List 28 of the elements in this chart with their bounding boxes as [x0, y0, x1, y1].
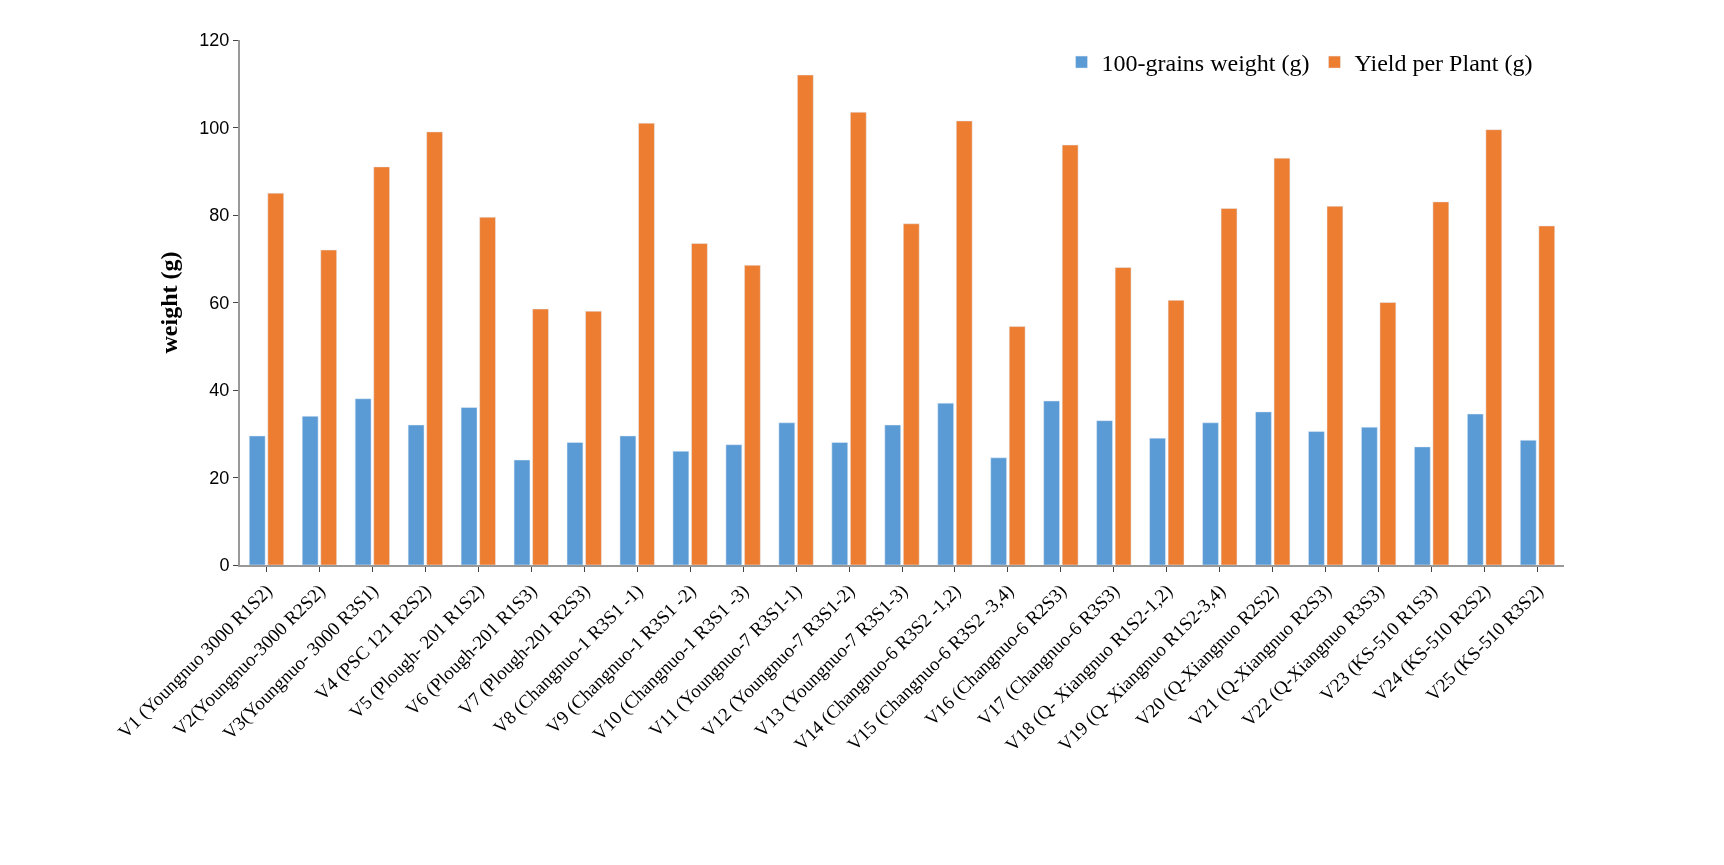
bar	[1043, 400, 1060, 565]
bar	[956, 120, 973, 565]
legend-label: Yield per Plant (g)	[1354, 50, 1533, 77]
bar	[1008, 326, 1026, 565]
bar	[1096, 420, 1113, 565]
y-tick-label: 20	[209, 467, 230, 488]
bar	[990, 457, 1007, 565]
y-axis-title: weight (g)	[155, 251, 182, 354]
bar	[725, 444, 743, 565]
bar	[937, 402, 954, 565]
y-tick-label: 0	[219, 555, 230, 576]
bar	[744, 265, 761, 565]
bar	[1114, 267, 1132, 565]
y-tick-label: 120	[199, 30, 230, 51]
bar	[672, 451, 690, 565]
bar	[850, 111, 867, 565]
y-tick-label: 40	[209, 380, 230, 401]
bar	[903, 223, 920, 565]
bar	[797, 74, 814, 565]
bar	[691, 243, 708, 565]
y-tick-label: 80	[209, 205, 230, 226]
bar	[831, 442, 848, 565]
y-tick-label: 60	[209, 292, 230, 313]
bar	[884, 424, 901, 565]
bar	[1061, 144, 1079, 565]
legend-label: 100-grains weight (g)	[1101, 50, 1310, 77]
y-tick-label: 100	[199, 117, 230, 138]
bar	[778, 422, 796, 565]
